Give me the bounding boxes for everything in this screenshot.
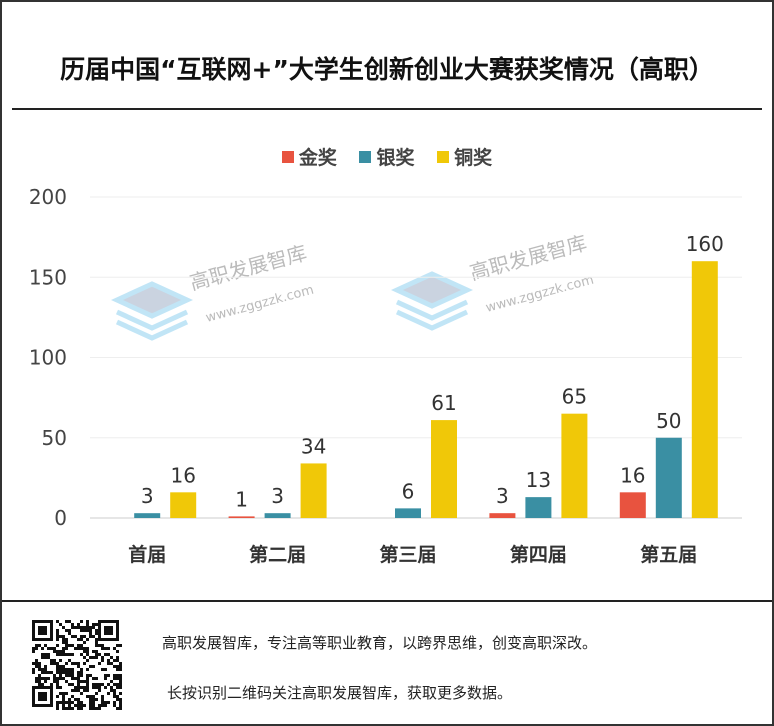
x-tick-label: 第二届 [249,543,306,566]
footer-line-2: 长按识别二维码关注高职发展智库，获取更多数据。 [167,684,513,702]
watermark-logo-icon [390,271,474,331]
x-tick-label: 第四届 [510,543,567,566]
legend-swatch [437,151,450,163]
footer-line-1: 高职发展智库，专注高等职业教育，以跨界思维，创变高职深改。 [162,634,598,652]
bar-chart: 高职发展智库www.zggzzk.com高职发展智库www.zggzzk.com… [29,185,742,566]
watermark-logo-icon [110,281,194,341]
data-label: 65 [562,385,587,409]
y-tick-label: 0 [54,506,67,530]
bar [619,492,646,518]
legend-swatch [281,151,294,163]
legend-item-gold: 金奖 [281,143,337,170]
watermark-url: www.zggzzk.com [204,283,315,326]
legend-label: 铜奖 [454,147,493,169]
bar [170,492,197,518]
data-label: 61 [431,391,456,415]
y-tick-label: 50 [42,426,67,450]
y-tick-label: 200 [29,185,67,209]
bar [489,513,516,518]
footer-divider [2,600,772,602]
watermark-url: www.zggzzk.com [484,273,595,316]
data-label: 34 [301,434,326,458]
x-tick-label: 第五届 [640,543,697,566]
title-divider [12,108,762,110]
data-label: 3 [141,484,154,508]
legend-item-silver: 银奖 [359,143,415,170]
y-tick-label: 100 [29,346,67,370]
legend-swatch [359,151,372,163]
y-tick-label: 150 [29,265,67,289]
data-label: 3 [496,484,509,508]
watermark-name: 高职发展智库 [187,241,309,295]
data-label: 1 [235,487,248,511]
bar [655,437,682,518]
data-label: 6 [402,479,415,503]
qr-code-icon [32,620,122,710]
bar [300,463,327,518]
data-label: 3 [271,484,284,508]
x-tick-label: 第三届 [379,543,436,566]
data-label: 13 [526,468,551,492]
data-label: 16 [620,463,645,487]
bar [525,497,552,518]
data-label: 50 [656,409,681,433]
x-tick-label: 首届 [128,543,166,566]
chart-title: 历届中国“互联网+”大学生创新创业大赛获奖情况（高职） [60,55,714,84]
bar [228,516,255,518]
data-label: 16 [170,463,195,487]
bar [134,513,161,518]
watermark-name: 高职发展智库 [467,231,589,285]
legend-item-bronze: 铜奖 [437,143,492,170]
data-label: 160 [686,232,724,256]
bar [561,413,588,518]
bar [691,261,718,518]
bar [431,420,457,518]
legend: 金奖 银奖 铜奖 [2,143,772,170]
bar [264,513,291,518]
legend-label: 金奖 [298,147,337,169]
legend-label: 银奖 [376,147,415,169]
bar [395,508,421,518]
